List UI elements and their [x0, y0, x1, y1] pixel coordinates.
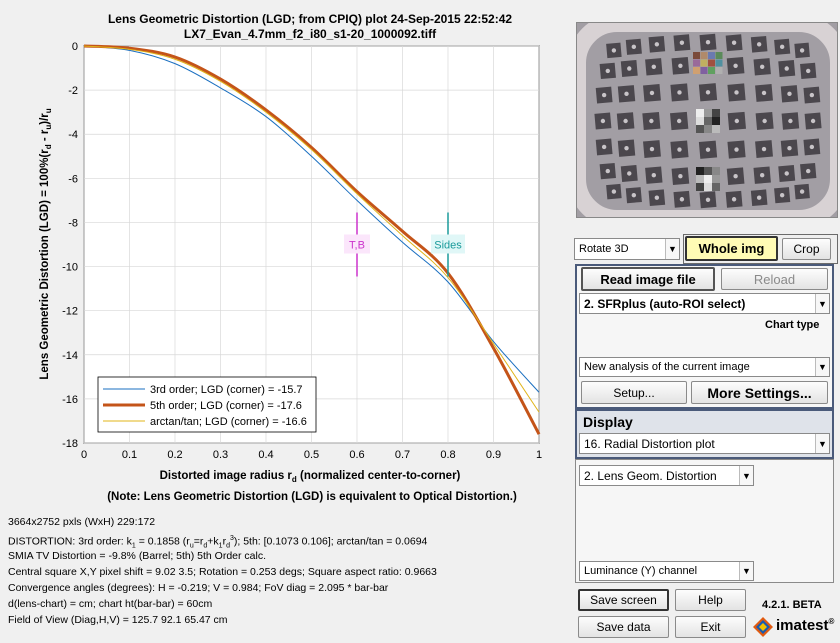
imatest-logo-icon — [752, 616, 774, 638]
chevron-down-icon: ▼ — [815, 434, 829, 453]
analysis-mode-select-value: New analysis of the current image — [584, 361, 750, 373]
x-tick-label: 0.7 — [395, 449, 410, 461]
marker-sides-box — [431, 234, 465, 254]
x-tick-label: 0.2 — [167, 449, 182, 461]
more-settings-button[interactable]: More Settings... — [691, 381, 828, 404]
rotate-select-value: Rotate 3D — [579, 243, 629, 255]
y-tick-label: -14 — [62, 350, 78, 362]
imatest-brand: imatest® — [776, 617, 835, 634]
legend-entry-arctan: arctan/tan; LGD (corner) = -16.6 — [150, 416, 307, 428]
y-tick-label: -2 — [68, 85, 78, 97]
y-tick-label: -10 — [62, 262, 78, 274]
x-tick-label: 0.5 — [304, 449, 319, 461]
series-arctan — [83, 45, 540, 413]
legend-entry-5th-order: 5th order; LGD (corner) = -17.6 — [150, 400, 302, 412]
info-pixel-shift: Central square X,Y pixel shift = 9.02 3.… — [8, 566, 437, 578]
y-tick-label: -16 — [62, 394, 78, 406]
plot-select-value: 2. Lens Geom. Distortion — [584, 468, 717, 483]
chevron-down-icon: ▼ — [739, 562, 753, 580]
info-lens-chart: d(lens-chart) = cm; chart ht(bar-bar) = … — [8, 598, 213, 610]
save-data-button[interactable]: Save data — [578, 616, 669, 638]
display-label: Display — [583, 414, 633, 430]
version-label: 4.2.1. BETA — [762, 599, 822, 611]
axis-ticks: 0 0.1 0.2 0.3 0.4 0.5 0.6 0.7 0.8 0.9 1 0 -2 -4 -6 -8 -1… — [62, 41, 542, 461]
help-button[interactable]: Help — [675, 589, 746, 611]
series-3rd-order — [83, 45, 540, 393]
info-smia: SMIA TV Distortion = -9.8% (Barrel; 5th)… — [8, 550, 267, 562]
plot-series — [83, 44, 541, 435]
marker-tb-label: T,B — [349, 240, 365, 252]
analysis-mode-select[interactable]: New analysis of the current image ▼ — [579, 357, 830, 377]
y-tick-label: 0 — [72, 41, 78, 53]
setup-button[interactable]: Setup... — [581, 381, 687, 404]
chart-type-label: Chart type — [765, 319, 820, 331]
channel-select-value: Luminance (Y) channel — [584, 565, 698, 577]
chart-type-select[interactable]: 2. SFRplus (auto-ROI select) ▼ — [579, 293, 830, 314]
y-tick-label: -18 — [62, 438, 78, 450]
info-fov: Field of View (Diag,H,V) = 125.7 92.1 65… — [8, 614, 228, 626]
info-convergence: Convergence angles (degrees): H = -0.219… — [8, 582, 389, 594]
channel-select[interactable]: Luminance (Y) channel ▼ — [579, 561, 754, 581]
plot-select[interactable]: 2. Lens Geom. Distortion ▼ — [579, 465, 754, 486]
x-tick-label: 0.4 — [258, 449, 273, 461]
plot-title-line2: LX7_Evan_4.7mm_f2_i80_s1-20_1000092.tiff — [184, 27, 437, 41]
image-thumbnail[interactable] — [576, 22, 838, 218]
display-select[interactable]: 16. Radial Distortion plot ▼ — [579, 433, 830, 454]
y-tick-label: -6 — [68, 173, 78, 185]
info-image-size: 3664x2752 pxls (WxH) 229:172 — [8, 516, 156, 528]
plot-grid — [83, 45, 540, 444]
chevron-down-icon: ▼ — [815, 294, 829, 313]
chevron-down-icon: ▼ — [739, 466, 753, 485]
reload-button[interactable]: Reload — [721, 268, 828, 290]
x-tick-label: 0.3 — [213, 449, 228, 461]
x-tick-label: 0.1 — [122, 449, 137, 461]
chevron-down-icon: ▼ — [665, 239, 679, 259]
plot-note: (Note: Lens Geometric Distortion (LGD) i… — [107, 491, 517, 503]
chevron-down-icon: ▼ — [815, 358, 829, 376]
y-tick-label: -8 — [68, 217, 78, 229]
y-tick-label: -4 — [68, 129, 78, 141]
info-distortion: DISTORTION: 3rd order: k1 = 0.1858 (ru=r… — [8, 535, 428, 550]
y-axis-label: Lens Geometric Distortion (LGD) = 100%(r… — [39, 108, 53, 379]
legend-entry-3rd-order: 3rd order; LGD (corner) = -15.7 — [150, 384, 303, 396]
read-image-file-button[interactable]: Read image file — [581, 267, 715, 291]
distortion-plot: Lens Geometric Distortion (LGD; from CPI… — [39, 12, 542, 503]
chart-type-select-value: 2. SFRplus (auto-ROI select) — [584, 296, 746, 311]
y-tick-label: -12 — [62, 306, 78, 318]
marker-sides-label: Sides — [434, 240, 462, 252]
plot-title-line1: Lens Geometric Distortion (LGD; from CPI… — [108, 12, 512, 26]
x-tick-label: 0.8 — [440, 449, 455, 461]
x-axis-label: Distorted image radius rd (normalized ce… — [160, 470, 461, 484]
rotate-select[interactable]: Rotate 3D ▼ — [574, 238, 680, 260]
x-tick-label: 0.9 — [486, 449, 501, 461]
display-select-value: 16. Radial Distortion plot — [584, 436, 715, 451]
x-tick-label: 0 — [81, 449, 87, 461]
crop-button[interactable]: Crop — [782, 238, 831, 260]
x-tick-label: 0.6 — [349, 449, 364, 461]
plot-markers: T,B Sides — [344, 212, 465, 277]
marker-tb-box — [344, 234, 370, 254]
whole-img-button[interactable]: Whole img — [685, 236, 778, 261]
chart-thumbnail-image — [577, 23, 837, 217]
exit-button[interactable]: Exit — [675, 616, 746, 638]
x-tick-label: 1 — [536, 449, 542, 461]
analysis-panel-border — [575, 264, 834, 409]
plot-legend: 3rd order; LGD (corner) = -15.7 5th orde… — [97, 376, 317, 433]
save-screen-button[interactable]: Save screen — [578, 589, 669, 611]
